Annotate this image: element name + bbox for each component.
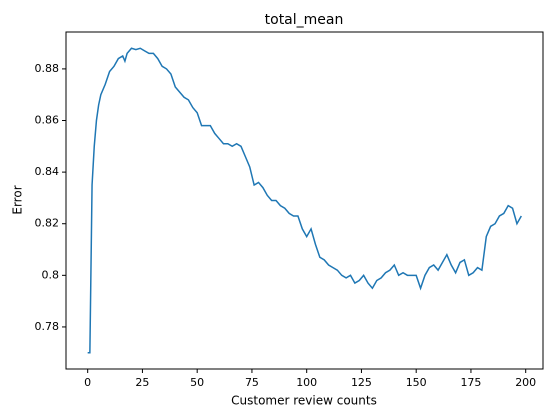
chart-title: total_mean <box>265 12 344 28</box>
x-tick-label: 75 <box>245 376 259 389</box>
y-tick-label: 0.78 <box>35 320 60 333</box>
y-tick-label: 0.88 <box>35 62 60 75</box>
x-tick-label: 125 <box>351 376 372 389</box>
x-tick-label: 175 <box>460 376 481 389</box>
y-tick-label: 0.8 <box>42 268 60 281</box>
x-axis-label: Customer review counts <box>231 394 377 408</box>
y-axis-label: Error <box>11 185 25 214</box>
y-tick-label: 0.82 <box>35 217 60 230</box>
plot-frame <box>65 31 544 370</box>
x-tick-label: 0 <box>84 376 91 389</box>
y-tick-label: 0.84 <box>35 165 60 178</box>
x-tick-label: 50 <box>190 376 204 389</box>
x-tick-label: 200 <box>515 376 536 389</box>
data-line <box>87 47 522 354</box>
y-tick-label: 0.86 <box>35 114 60 127</box>
x-tick-label: 100 <box>296 376 317 389</box>
x-tick-label: 25 <box>135 376 149 389</box>
x-tick-label: 150 <box>406 376 427 389</box>
